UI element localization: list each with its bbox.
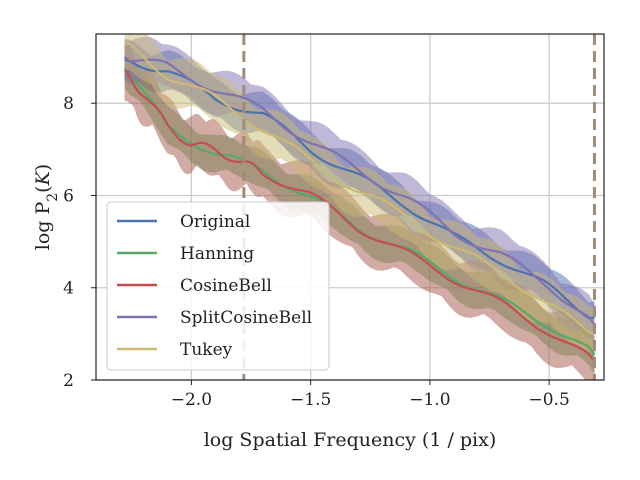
legend-box: [106, 201, 330, 371]
series-line-splitcosinebell: [123, 56, 596, 326]
legend-label: Hanning: [180, 244, 254, 264]
legend-label: SplitCosineBell: [180, 308, 312, 328]
plot-frame: [95, 33, 605, 381]
y-label-prefix: log P: [32, 202, 54, 251]
x-tick-label: −2.0: [171, 390, 212, 410]
y-tick-label: 4: [63, 279, 74, 299]
y-label-open: (: [32, 185, 54, 192]
series-bands: [124, 34, 595, 380]
y-axis-label: log P2(K): [32, 164, 61, 250]
y-label-sub: 2: [45, 193, 61, 202]
y-tick-label: 2: [63, 371, 74, 391]
y-tick-label: 8: [63, 94, 74, 114]
legend-label: Original: [180, 212, 250, 232]
legend-label: Tukey: [180, 340, 233, 360]
series-line-tukey: [124, 42, 595, 335]
series-lines: [123, 42, 596, 363]
series-band-tukey: [124, 34, 595, 355]
x-tick-label: −0.5: [529, 390, 570, 410]
legend-label: CosineBell: [180, 276, 272, 296]
y-tick-label: 6: [63, 186, 74, 206]
x-axis-label: log Spatial Frequency (1 / pix): [204, 429, 497, 451]
legend: Original Hanning CosineBell SplitCosineBell…: [106, 201, 330, 371]
x-tick-labels: −2.0 −1.5 −1.0 −0.5: [171, 380, 570, 410]
y-tick-labels: 2 4 6 8: [63, 94, 96, 391]
x-tick-label: −1.0: [409, 390, 450, 410]
series-line-cosinebell: [124, 69, 596, 363]
x-tick-label: −1.5: [290, 390, 331, 410]
y-label-var: K: [32, 169, 54, 186]
y-label-close: ): [32, 164, 54, 171]
